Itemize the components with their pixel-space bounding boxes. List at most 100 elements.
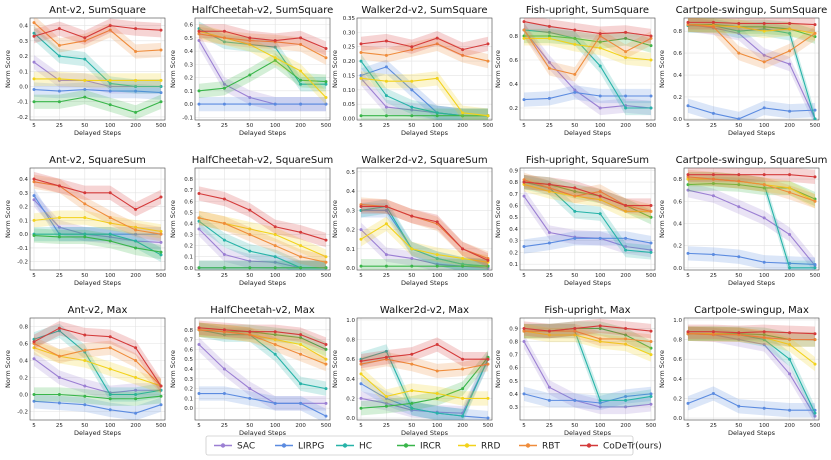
x-tick-label: 100 [270, 273, 281, 279]
data-point [711, 194, 715, 198]
data-point [762, 342, 766, 346]
legend-box [205, 435, 634, 456]
plot-frame [519, 167, 656, 271]
data-point [547, 96, 551, 100]
legend-swatch-marker [342, 443, 348, 448]
data-point [522, 34, 526, 38]
x-tick-label: 200 [130, 273, 141, 279]
data-point [57, 77, 61, 81]
data-point [299, 102, 303, 106]
data-point [788, 62, 792, 66]
data-point [134, 346, 138, 350]
x-tick-label: 5 [522, 123, 526, 129]
x-tick-label: 200 [457, 273, 468, 279]
y-tick-label: 0.0 [184, 266, 193, 272]
series-line-rrd [33, 347, 162, 387]
data-point [547, 241, 551, 245]
data-point [159, 384, 163, 388]
data-point [273, 338, 277, 342]
series-line-rbt [523, 179, 652, 212]
data-point [108, 103, 112, 107]
series-line-codetrours [33, 178, 162, 210]
x-tick-label: 5 [197, 273, 201, 279]
x-tick-label: 100 [759, 123, 770, 129]
data-point [598, 324, 602, 328]
data-point [686, 175, 690, 179]
data-point [57, 401, 61, 405]
data-point [324, 80, 328, 84]
data-point [248, 387, 252, 391]
data-point [788, 342, 792, 346]
confidence-band-lirpg [688, 246, 815, 270]
confidence-band-rrd [199, 210, 326, 264]
y-axis-label: Norm Score [331, 200, 339, 238]
series-line-rbt [523, 29, 652, 76]
data-point [324, 414, 328, 418]
data-point [813, 23, 817, 27]
plot-frame [683, 167, 820, 271]
x-tick-label: 5 [686, 273, 690, 279]
data-point [83, 202, 87, 206]
data-point [598, 405, 602, 409]
data-point [324, 95, 328, 99]
data-point [788, 372, 792, 376]
data-point [159, 388, 163, 392]
data-point [737, 25, 741, 29]
series-line-rrd [33, 217, 162, 232]
chart-panel-1: Ant-v2, SumSquare -0.2 -0.1 0.0 0.1 0.2 0.3 0.4… [4, 5, 167, 137]
x-axis-label: Delayed Steps [728, 429, 776, 437]
data-point [522, 392, 526, 396]
data-point [197, 392, 201, 396]
data-point [598, 194, 602, 198]
data-point [410, 362, 414, 366]
panel-title: HalfCheetah-v2, Max [210, 305, 315, 316]
data-point [57, 89, 61, 93]
data-point [222, 221, 226, 225]
x-tick-label: 100 [432, 423, 443, 429]
confidence-band-sac [199, 33, 326, 112]
data-point [83, 403, 87, 407]
chart-panel-6: Ant-v2, SquareSum -0.2 -0.1 0.0 0.1 0.2 0.3 0.4… [4, 155, 167, 287]
confidence-band-rbt [34, 174, 161, 242]
data-point [686, 23, 690, 27]
y-tick-label: 0.4 [346, 377, 355, 383]
y-tick-label: 0.0 [673, 416, 682, 422]
data-point [324, 266, 328, 270]
data-point [737, 31, 741, 35]
panel-title: Fish-upright, SquareSum [526, 155, 649, 166]
data-point [461, 247, 465, 251]
confidence-band-rbt [688, 18, 815, 70]
x-tick-label: 100 [432, 123, 443, 129]
data-point [359, 50, 363, 54]
data-point [486, 42, 490, 46]
data-point [197, 342, 201, 346]
legend-label: IRCR [420, 442, 441, 452]
data-point [83, 333, 87, 337]
data-point [108, 232, 112, 236]
data-point [762, 25, 766, 29]
data-point [248, 102, 252, 106]
x-tick-label: 50 [735, 273, 742, 279]
data-point [299, 255, 303, 259]
y-tick-label: -0.2 [17, 410, 28, 416]
series-line-codetrours [360, 37, 489, 51]
data-point [624, 209, 628, 213]
series-line-lirpg [523, 237, 652, 248]
data-point [624, 236, 628, 240]
x-tick-label: 100 [595, 123, 606, 129]
confidence-band-sac [688, 18, 815, 120]
y-tick-label: 0.30 [343, 30, 356, 36]
series-line-rbt [33, 343, 162, 387]
x-tick-label: 50 [571, 423, 578, 429]
data-point [435, 256, 439, 260]
y-tick-label: 0.1 [19, 218, 28, 224]
y-tick-label: 0.2 [509, 250, 518, 256]
x-tick-label: 25 [710, 123, 717, 129]
data-point [624, 326, 628, 330]
data-point [624, 36, 628, 40]
data-point [711, 25, 715, 29]
data-point [222, 197, 226, 201]
data-point [134, 393, 138, 396]
data-point [57, 232, 61, 236]
series-line-ircr [34, 393, 162, 400]
